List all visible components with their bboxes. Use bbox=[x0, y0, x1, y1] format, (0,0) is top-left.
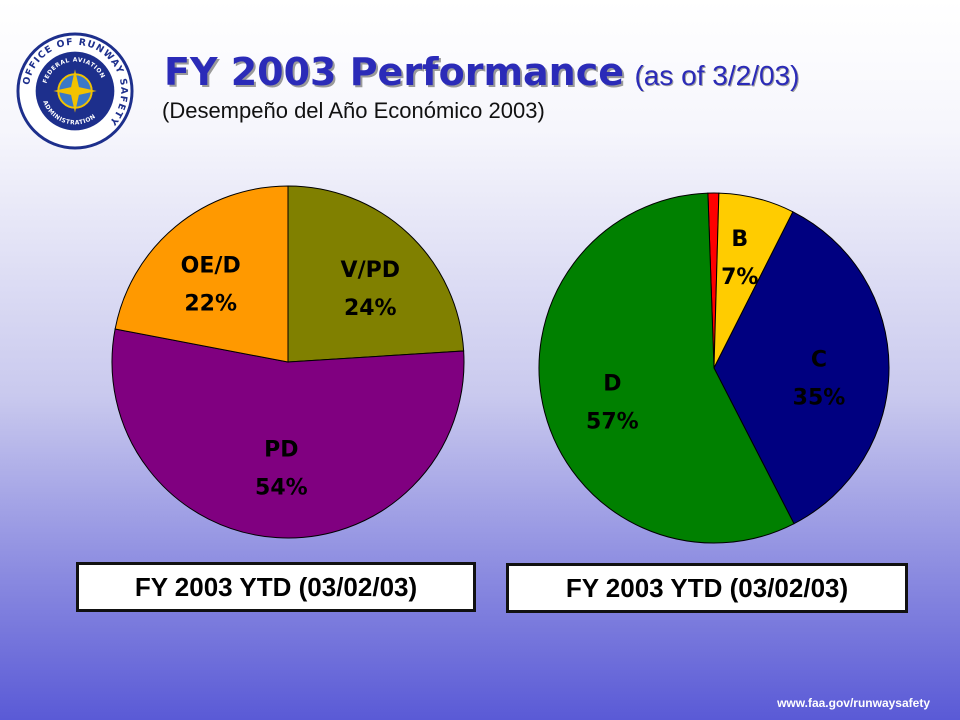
slice-label-oe-d: OE/D bbox=[181, 254, 241, 279]
slice-value-d: 57% bbox=[586, 409, 639, 434]
faa-runway-safety-logo: OFFICE OF RUNWAY SAFETY FEDERAL AVIATION… bbox=[16, 32, 134, 150]
title-date: (as of 3/2/03) bbox=[634, 60, 800, 91]
slice-value-b: 7% bbox=[721, 265, 758, 290]
compass-star-icon bbox=[53, 69, 97, 113]
slice-label-v-pd: V/PD bbox=[341, 258, 400, 283]
pie-slice-oe-d bbox=[114, 185, 289, 363]
slice-value-c: 35% bbox=[793, 386, 846, 411]
title-main: FY 2003 Performance bbox=[164, 50, 625, 94]
slice-value-oe-d: 22% bbox=[184, 292, 237, 317]
pie-slice-pd bbox=[111, 328, 465, 539]
page-title: FY 2003 Performance (as of 3/2/03) bbox=[164, 50, 799, 94]
slice-label-pd: PD bbox=[264, 437, 298, 462]
page-subtitle: (Desempeño del Año Económico 2003) bbox=[162, 98, 545, 123]
pie-slice-v-pd bbox=[287, 185, 465, 363]
pie-chart-2: A1%B7%C35%D57% bbox=[538, 192, 890, 544]
slice-label-d: D bbox=[603, 371, 621, 396]
pie-slice-d bbox=[538, 192, 795, 544]
slice-value-v-pd: 24% bbox=[344, 296, 397, 321]
pie-chart-1: V/PD 24% PD 54% OE/D 22% bbox=[111, 185, 465, 539]
slice-label-c: C bbox=[811, 348, 827, 373]
pie-slice-c bbox=[713, 211, 890, 525]
left-chart-caption: FY 2003 YTD (03/02/03) bbox=[76, 562, 476, 612]
slice-label-b: B bbox=[731, 227, 748, 252]
right-chart-caption: FY 2003 YTD (03/02/03) bbox=[506, 563, 908, 613]
slice-value-pd: 54% bbox=[255, 475, 308, 500]
footer-url: www.faa.gov/runwaysafety bbox=[777, 696, 930, 710]
